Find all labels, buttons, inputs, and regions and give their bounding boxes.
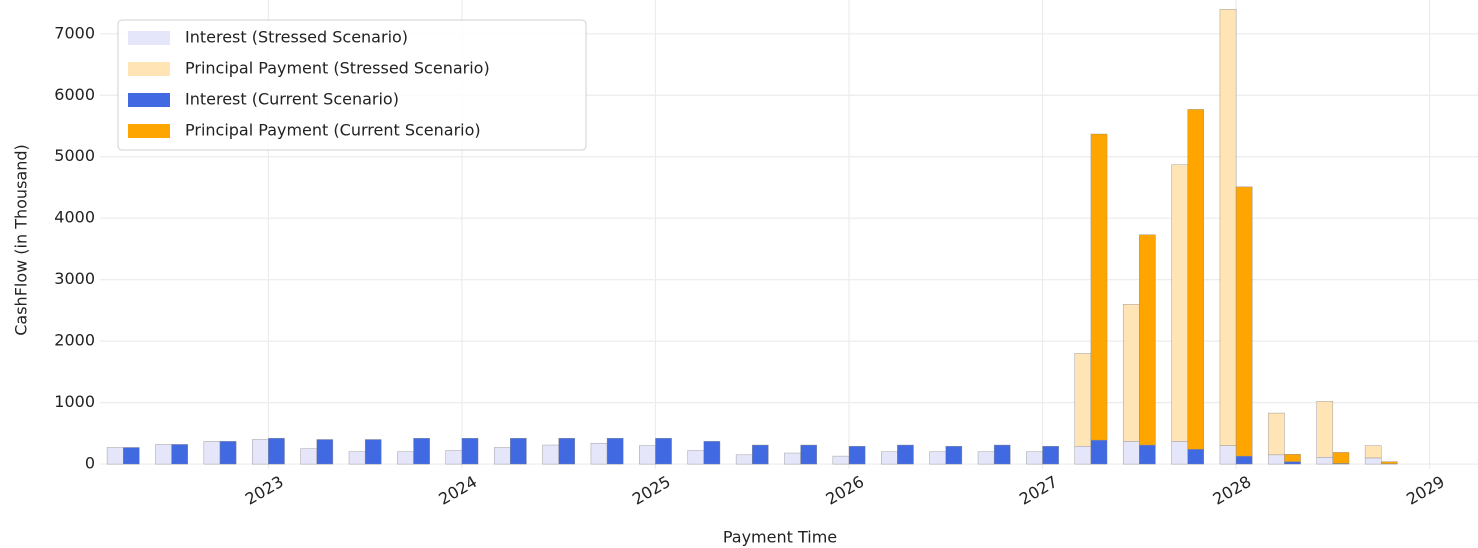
y-tick-label: 7000 (54, 23, 95, 42)
bar (348, 451, 366, 465)
legend-swatch (128, 31, 170, 45)
x-axis-label: Payment Time (723, 528, 837, 547)
legend-label: Interest (Current Scenario) (185, 90, 399, 109)
bar (977, 451, 995, 465)
bar (413, 438, 430, 465)
bar (655, 438, 672, 465)
x-tick-label: 2029 (1403, 472, 1448, 509)
legend-box (117, 19, 587, 151)
bar (316, 439, 334, 465)
bar (1074, 446, 1092, 465)
bar (1122, 441, 1140, 465)
x-tick-label: 2025 (629, 472, 674, 509)
y-tick-label: 1000 (54, 392, 95, 411)
bar (445, 450, 463, 465)
bar (542, 444, 559, 465)
bar (252, 439, 269, 465)
bar (268, 438, 285, 465)
x-tick-label: 2026 (822, 472, 867, 509)
bar (1187, 449, 1205, 465)
bar (219, 441, 237, 465)
y-tick-label: 5000 (54, 146, 95, 165)
bar (590, 442, 608, 465)
bar (364, 439, 382, 465)
bar (703, 441, 721, 465)
bar (155, 444, 172, 465)
bar (735, 454, 753, 465)
y-tick-label: 2000 (54, 331, 95, 350)
bar (897, 444, 914, 465)
bar (493, 447, 511, 465)
x-tick-label: 2023 (242, 472, 287, 509)
bar (1090, 133, 1108, 441)
bar (300, 448, 317, 465)
x-tick-label: 2028 (1210, 472, 1255, 509)
legend-label: Interest (Stressed Scenario) (185, 28, 408, 47)
bar (397, 451, 414, 465)
x-tick-label: 2024 (435, 472, 480, 509)
legend-label: Principal Payment (Stressed Scenario) (185, 59, 490, 78)
bar (1268, 454, 1285, 465)
bar (832, 455, 850, 465)
bar (1042, 446, 1059, 465)
legend-swatch (128, 62, 170, 76)
bar (993, 444, 1011, 465)
bar (687, 450, 705, 465)
bar (1235, 186, 1253, 457)
legend-swatch (128, 124, 170, 138)
bar (945, 446, 963, 465)
y-tick-label: 6000 (54, 85, 95, 104)
y-axis-label: CashFlow (in Thousand) (12, 144, 31, 336)
bar (752, 444, 769, 465)
bar (1187, 109, 1205, 450)
y-tick-label: 3000 (54, 269, 95, 288)
bar (558, 438, 576, 465)
bar (171, 444, 188, 465)
bar (1284, 461, 1301, 465)
bar (203, 441, 221, 465)
bar (1364, 457, 1382, 465)
bars (106, 9, 1398, 465)
bar (1235, 455, 1253, 465)
bar (1268, 412, 1285, 456)
bar (1316, 401, 1334, 458)
bar (1090, 439, 1108, 465)
bar (461, 438, 479, 465)
bar (1171, 441, 1188, 465)
legend-swatch (128, 93, 170, 107)
bar (1284, 454, 1301, 462)
bar (1316, 457, 1334, 465)
bar (606, 438, 624, 465)
bar (800, 444, 817, 465)
bar (1139, 444, 1156, 465)
bar (848, 446, 866, 465)
bar (639, 445, 656, 465)
bar (1381, 461, 1398, 464)
bar (106, 447, 124, 465)
y-tick-label: 0 (85, 454, 95, 473)
bar (1219, 445, 1237, 465)
bar (1332, 452, 1350, 464)
bar (1026, 451, 1043, 465)
bar (784, 452, 801, 465)
bar (123, 447, 140, 465)
legend-label: Principal Payment (Current Scenario) (185, 121, 481, 140)
bar (929, 451, 946, 465)
legend: Interest (Stressed Scenario) Principal Pa… (117, 19, 587, 151)
bar (1364, 445, 1382, 459)
bar (510, 438, 527, 465)
bar (881, 451, 898, 465)
y-tick-label: 4000 (54, 208, 95, 227)
bar (1139, 234, 1156, 446)
bar (1171, 164, 1188, 442)
x-tick-label: 2027 (1016, 472, 1061, 509)
bar (1074, 353, 1092, 447)
bar (1122, 304, 1140, 442)
bar (1219, 9, 1237, 446)
